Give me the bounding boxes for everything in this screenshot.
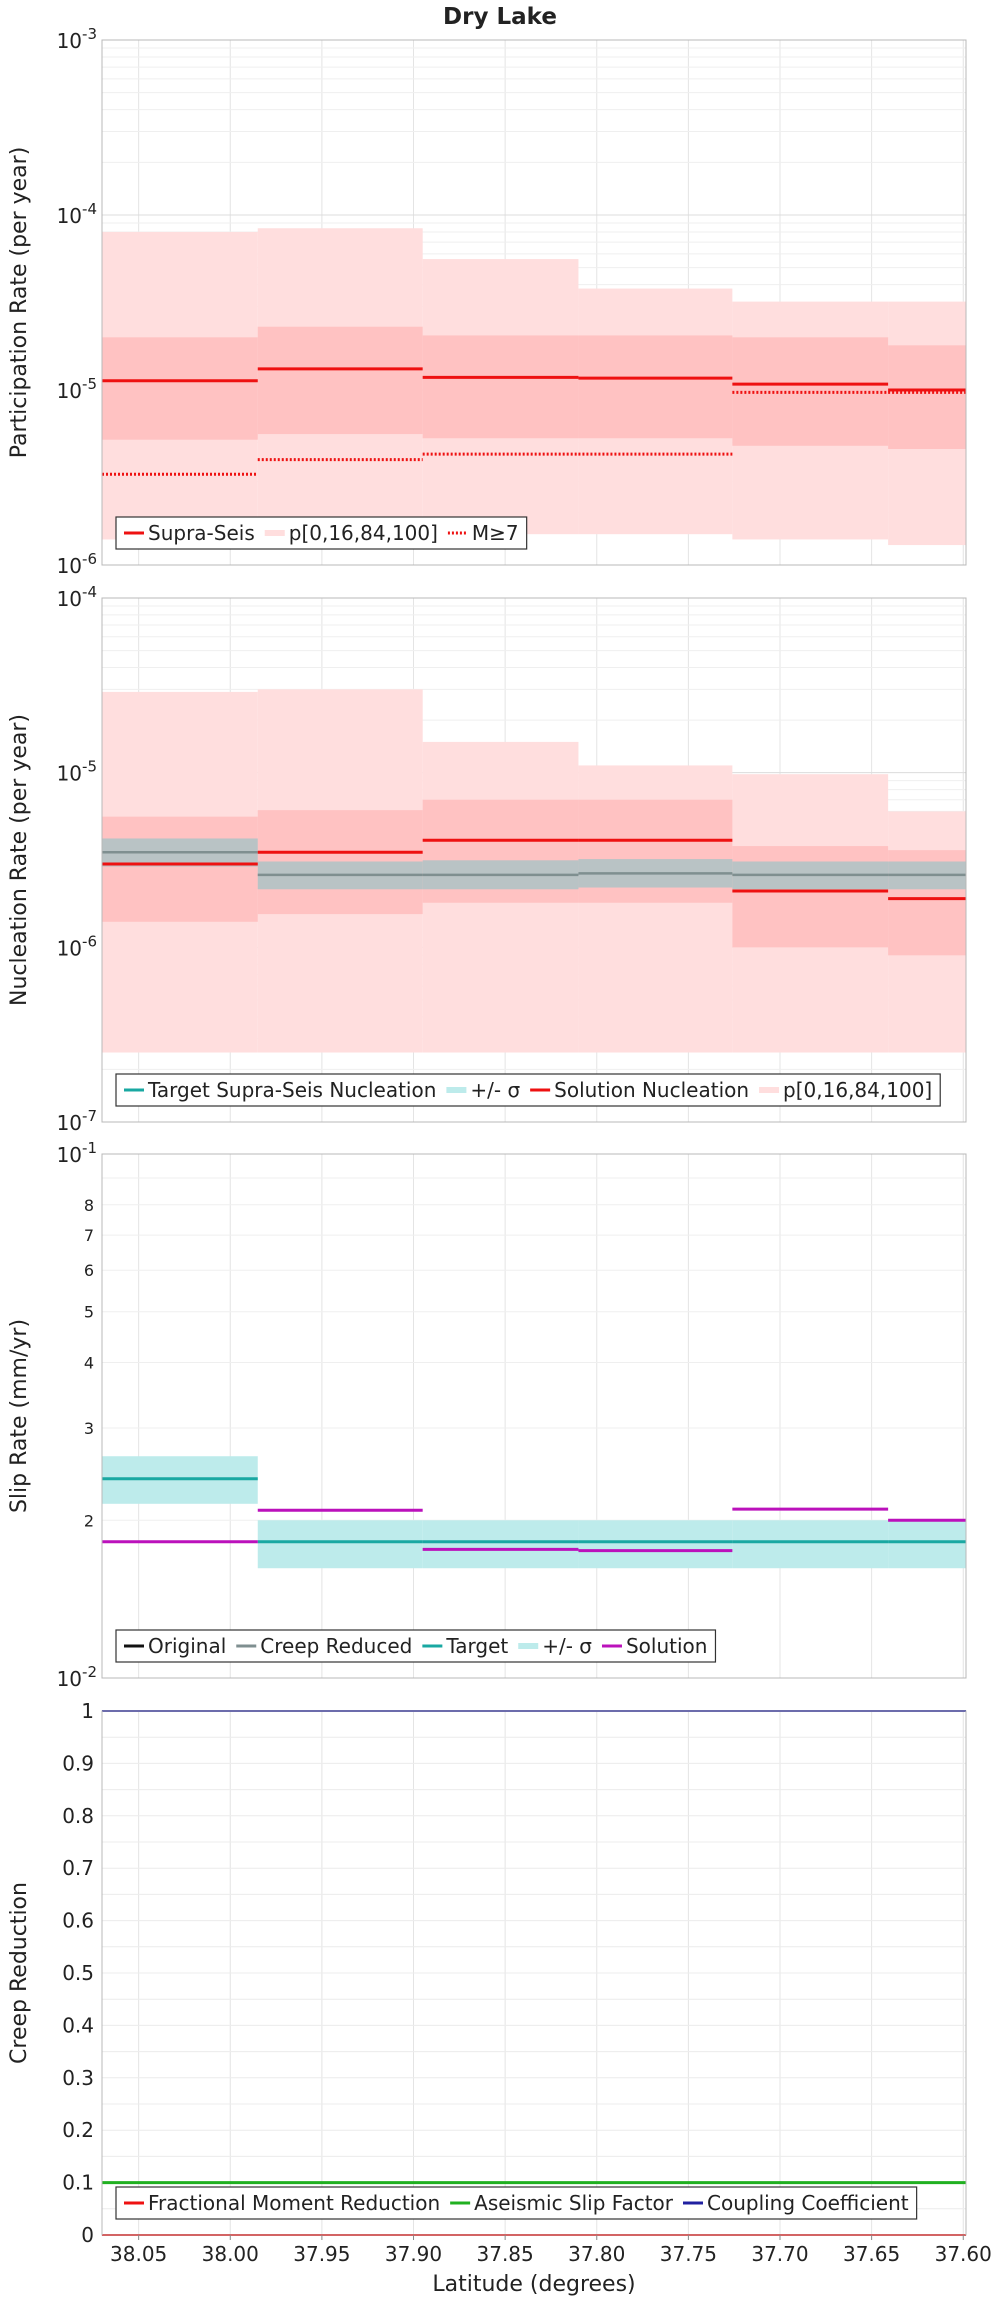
legend-label: M≥7 (472, 521, 519, 545)
y-axis-label: Participation Rate (per year) (7, 147, 32, 459)
legend-label: +/- σ (470, 1078, 520, 1102)
x-tick-label: 37.70 (751, 2242, 808, 2266)
y-tick-label: 0 (81, 2223, 94, 2247)
y-minor-tick-label: 8 (84, 1196, 94, 1215)
y-tick-label: 10-6 (57, 932, 97, 960)
target-sigma-band (422, 1520, 579, 1569)
y-axis-label: Creep Reduction (7, 1882, 32, 2064)
slip-rate-marks (102, 1456, 966, 1569)
y-minor-tick-label: 5 (84, 1303, 94, 1322)
legend-swatch (518, 1643, 539, 1649)
x-axis-label: Latitude (degrees) (432, 2272, 635, 2297)
gridlines (102, 1710, 966, 2236)
nucleation-rate-panel: 10-4 10-5 10-6 10-7 Nucleation Rate (per yea… (7, 583, 967, 1135)
y-minor-tick-label: 4 (84, 1354, 94, 1373)
y-tick-label: 0.2 (62, 2118, 94, 2142)
y-tick-label: 0.5 (62, 1961, 94, 1985)
y-tick-label: 0.4 (62, 2013, 94, 2037)
plot-frame (101, 39, 967, 566)
y-tick-label: 0.9 (62, 1751, 94, 1775)
legend: Fractional Moment Reduction Aseismic Slip… (115, 2186, 918, 2220)
x-tick-label: 37.90 (385, 2242, 442, 2266)
legend-label: Aseismic Slip Factor (474, 2191, 674, 2215)
legend: Original Creep Reduced Target +/- σ Solution (115, 1629, 717, 1663)
legend-box (115, 516, 528, 550)
slip-rate-panel: 10-1 10-2 8 7 6 5 4 3 2 Slip Rate (mm/yr) Original… (7, 1139, 967, 1691)
y-axis-label: Nucleation Rate (per year) (7, 714, 32, 1006)
p16-84-band (102, 816, 258, 922)
legend-box (115, 1073, 941, 1107)
y-tick-label: 10-7 (57, 1107, 97, 1135)
y-tick-label: 10-3 (57, 25, 97, 53)
plot-background (102, 1154, 966, 1678)
legend-swatch (446, 1087, 467, 1093)
x-tick-label: 38.00 (202, 2242, 259, 2266)
y-tick-label: 0.3 (62, 2066, 94, 2090)
plot-frame (101, 1710, 967, 2236)
x-tick-label: 37.95 (293, 2242, 350, 2266)
legend: Target Supra-Seis Nucleation +/- σ Solutio… (115, 1073, 941, 1107)
plot-frame (101, 597, 967, 1123)
participation-rate-panel: 10-3 10-4 10-5 10-6 Participation Rate (per … (7, 25, 967, 578)
p16-84-band (888, 345, 966, 450)
y-tick-label: 10-6 (57, 550, 97, 578)
target-sigma-band (578, 1520, 733, 1569)
legend-label: Target (445, 1634, 508, 1658)
legend-label: Original (148, 1634, 226, 1658)
plot-frame (101, 1153, 967, 1679)
legend-label: p[0,16,84,100] (289, 521, 438, 545)
y-minor-tick-label: 6 (84, 1261, 94, 1280)
legend-swatch (264, 530, 285, 536)
legend-label: Target Supra-Seis Nucleation (147, 1078, 436, 1102)
y-tick-label: 10-4 (57, 200, 97, 228)
p16-84-band (422, 335, 579, 439)
y-tick-label: 10-5 (57, 375, 97, 403)
p16-84-band (102, 337, 258, 440)
legend-label: p[0,16,84,100] (783, 1078, 932, 1102)
x-tick-label: 38.05 (110, 2242, 167, 2266)
target-sigma-band (257, 1520, 423, 1569)
y-tick-label: 10-2 (57, 1663, 97, 1691)
legend-swatch (759, 1087, 780, 1093)
figure-title: Dry Lake (443, 4, 557, 30)
gridlines (102, 1154, 966, 1679)
y-axis-label: Slip Rate (mm/yr) (7, 1319, 32, 1513)
legend-box (115, 2186, 918, 2220)
legend-label: +/- σ (542, 1634, 592, 1658)
legend-label: Fractional Moment Reduction (148, 2191, 440, 2215)
x-tick-label: 37.85 (477, 2242, 534, 2266)
x-tick-label: 37.65 (843, 2242, 900, 2266)
legend-label: Coupling Coefficient (707, 2191, 909, 2215)
y-tick-label: 0.8 (62, 1804, 94, 1828)
y-tick-label: 1 (81, 1699, 94, 1723)
x-tick-label: 37.75 (660, 2242, 717, 2266)
participation-marks (102, 228, 966, 546)
legend-label: Creep Reduced (260, 1634, 412, 1658)
y-tick-label: 10-4 (57, 583, 97, 611)
p16-84-band (578, 335, 733, 439)
y-tick-label: 10-5 (57, 758, 97, 786)
p16-84-band (732, 846, 889, 948)
target-sigma-band (732, 1520, 889, 1569)
p16-84-band (257, 326, 423, 435)
y-tick-label: 0.6 (62, 1909, 94, 1933)
y-tick-label: 0.1 (62, 2171, 94, 2195)
y-minor-tick-label: 3 (84, 1419, 94, 1438)
creep-reduction-panel: 0 0.1 0.2 0.3 0.4 0.5 0.6 0.7 0.8 0.9 1 Creep Reduc… (7, 1699, 967, 2247)
y-minor-tick-label: 7 (84, 1226, 94, 1245)
y-tick-label: 0.7 (62, 1856, 94, 1880)
nucleation-marks (102, 689, 966, 1053)
x-axis: 38.05 38.00 37.95 37.90 37.85 37.80 37.75 37.70… (110, 2235, 992, 2266)
x-tick-label: 37.60 (935, 2242, 992, 2266)
legend: Supra-Seis p[0,16,84,100] M≥7 (115, 516, 528, 550)
legend-label: Solution (626, 1634, 707, 1658)
legend-label: Supra-Seis (148, 521, 255, 545)
y-tick-label: 10-1 (57, 1139, 97, 1167)
legend-label: Solution Nucleation (554, 1078, 749, 1102)
target-sigma-band (888, 1520, 966, 1569)
y-minor-tick-label: 2 (84, 1511, 94, 1530)
x-tick-label: 37.80 (568, 2242, 625, 2266)
